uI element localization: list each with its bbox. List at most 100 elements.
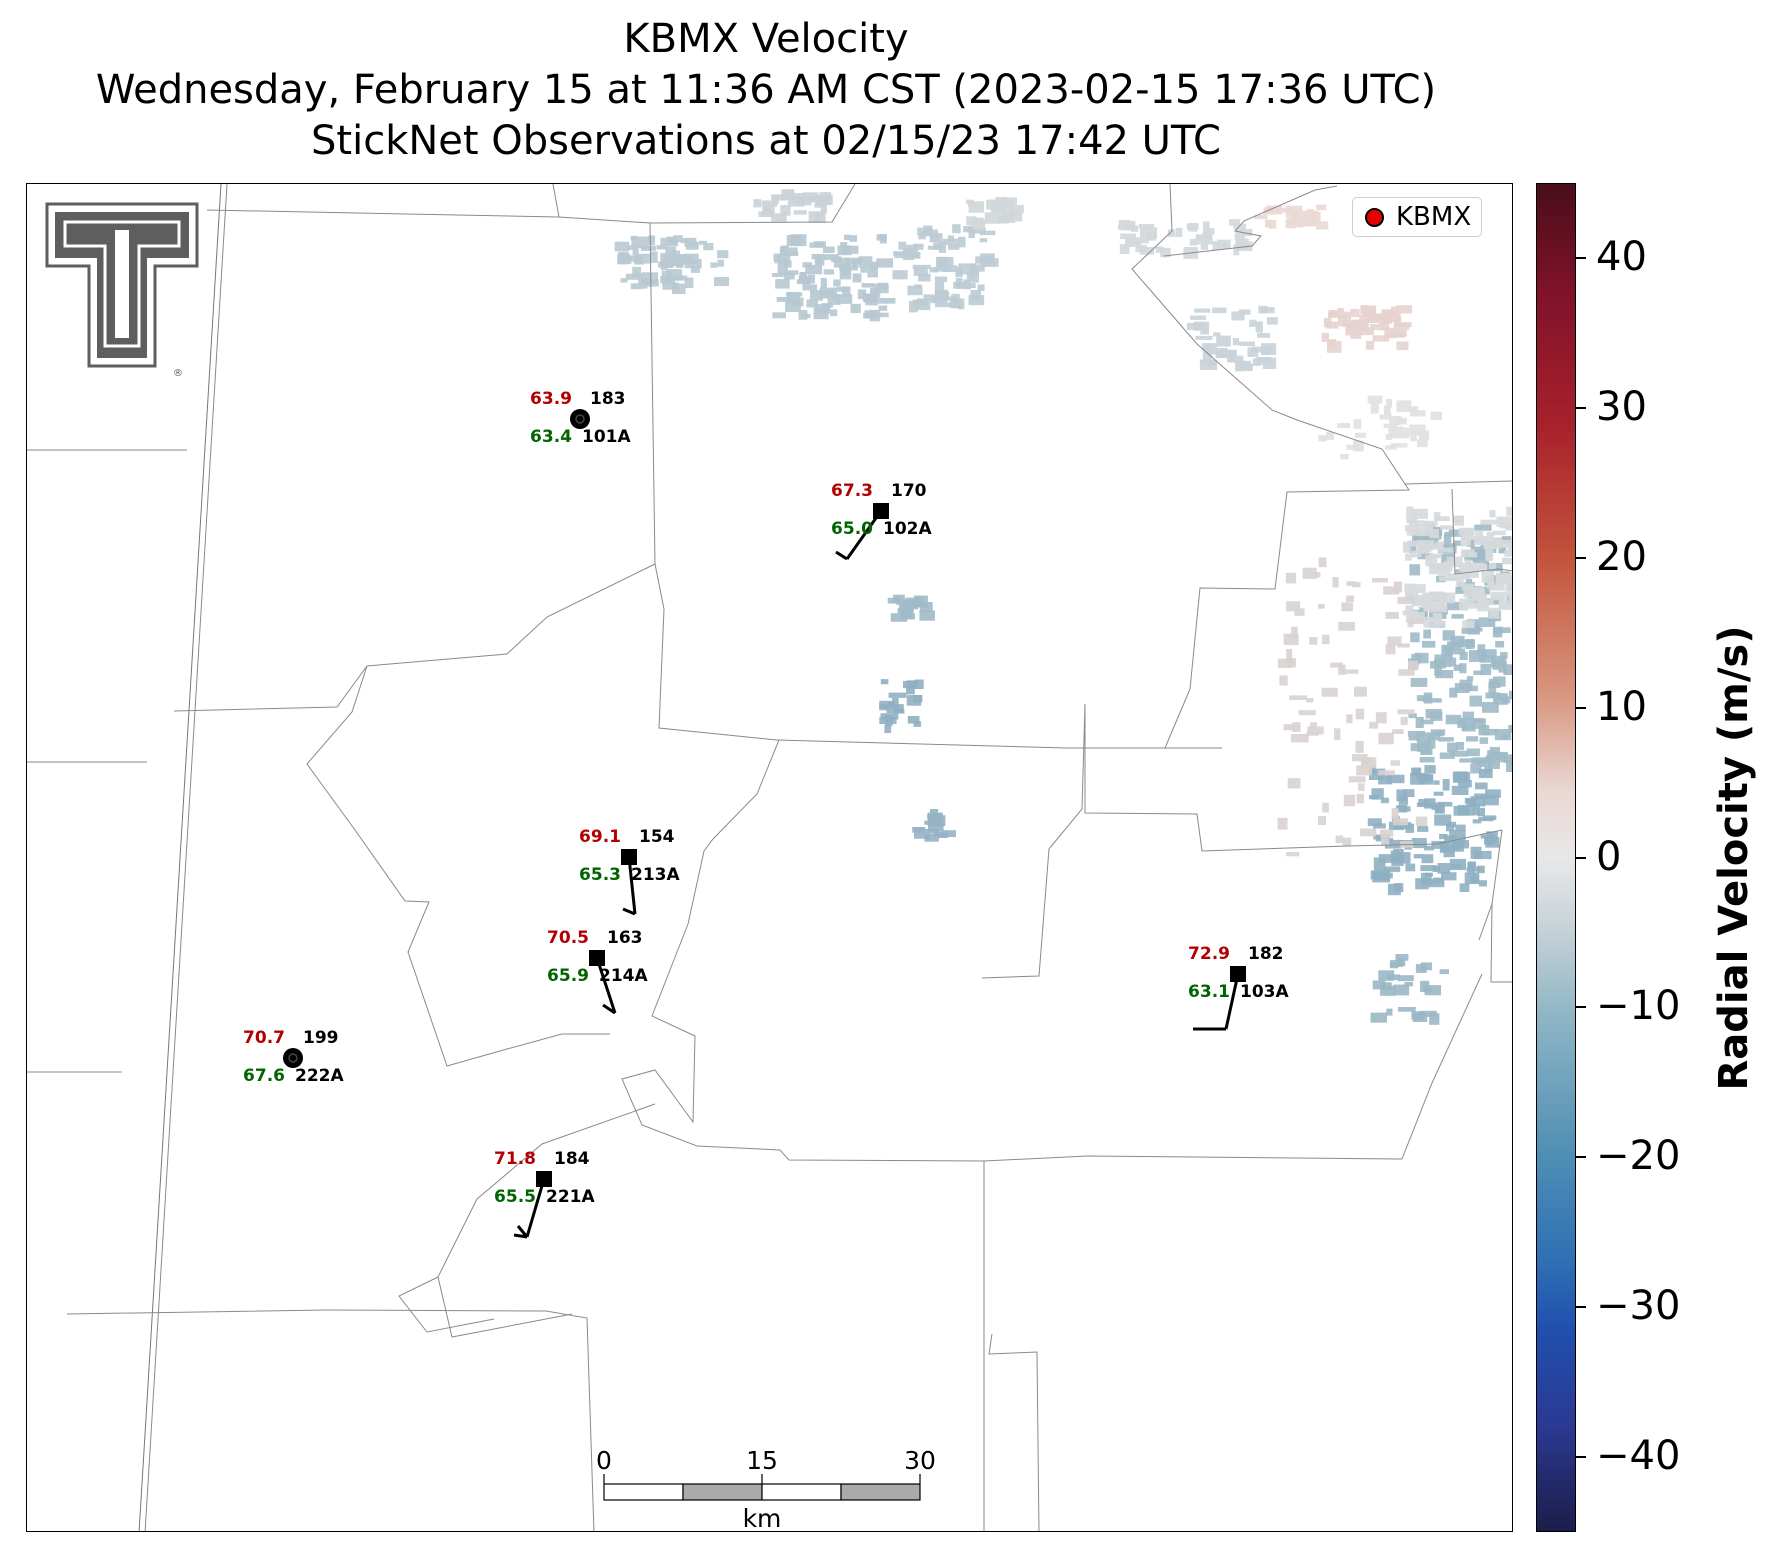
radar-echo <box>1396 305 1413 314</box>
radar-echo <box>814 254 825 266</box>
radar-echo <box>1403 789 1415 798</box>
radar-echo <box>614 241 630 252</box>
radar-echo <box>820 278 827 289</box>
radar-echo <box>1480 834 1491 839</box>
radar-echo <box>1405 863 1416 872</box>
radar-echo <box>1499 627 1511 633</box>
station-dewpoint: 67.6 <box>243 1066 285 1086</box>
radar-echo <box>1439 833 1448 840</box>
radar-echo <box>660 252 673 265</box>
radar-echo <box>1508 690 1512 700</box>
radar-echo <box>1294 608 1305 616</box>
radar-echo <box>1369 721 1379 729</box>
radar-echo <box>904 244 919 250</box>
radar-echo <box>1474 524 1492 531</box>
radar-echo <box>1454 840 1470 849</box>
radar-echo <box>933 242 942 250</box>
radar-echo <box>1459 883 1470 892</box>
radar-echo <box>1279 207 1291 213</box>
radar-echo <box>1425 709 1442 719</box>
radar-echo <box>1461 583 1474 591</box>
radar-echo <box>1289 219 1304 228</box>
radar-echo <box>1411 597 1430 607</box>
radar-echo <box>1393 852 1411 864</box>
radar-echo <box>1386 399 1392 408</box>
radar-echo <box>1124 220 1136 229</box>
radar-echo <box>953 281 971 289</box>
radar-echo <box>1414 652 1429 664</box>
radar-echo <box>1186 223 1199 230</box>
radar-echo <box>879 234 887 244</box>
radar-echo <box>1476 865 1485 874</box>
radar-echo <box>645 279 659 287</box>
radar-echo <box>1400 716 1408 725</box>
radar-echo <box>1465 639 1475 649</box>
radar-echo <box>1435 621 1446 627</box>
radar-echo <box>803 192 819 203</box>
radar-echo <box>827 294 841 305</box>
radar-echo <box>1461 572 1471 580</box>
radar-echo <box>1481 728 1498 736</box>
radar-echo <box>1397 958 1406 967</box>
radar-echo <box>1498 661 1507 673</box>
radar-echo <box>1337 314 1347 327</box>
radar-echo <box>811 254 821 260</box>
radar-echo <box>805 264 823 275</box>
radar-echo <box>1408 660 1419 671</box>
radar-echo <box>1356 319 1367 329</box>
radar-echo <box>1354 686 1367 697</box>
radar-echo <box>1408 713 1417 719</box>
radar-echo <box>1409 564 1421 576</box>
station-id: 102A <box>883 519 932 539</box>
radar-echo <box>952 224 961 234</box>
radar-echo <box>1010 211 1023 222</box>
radar-echo <box>1425 554 1438 567</box>
station-221a: 71.8 184 65.5 221A <box>494 1149 595 1239</box>
radar-echo <box>810 290 823 301</box>
radar-echo <box>1314 572 1321 578</box>
radar-echo <box>1457 780 1472 788</box>
radar-echo <box>1454 683 1470 693</box>
radar-echo <box>914 679 924 690</box>
radar-echo <box>1498 600 1512 610</box>
radar-echo <box>1379 829 1394 837</box>
radar-echo <box>1353 419 1362 429</box>
radar-echo <box>684 241 699 247</box>
radar-map[interactable]: 0 15 30 km ® 63.9 183 63.4 101A 67.3 170 65.0 1… <box>26 183 1513 1532</box>
radar-echo <box>1348 776 1366 783</box>
radar-echo <box>1120 233 1136 240</box>
radar-echo <box>1356 765 1372 776</box>
radar-echo <box>860 267 868 273</box>
station-222a: 70.7 199 67.6 222A <box>243 1028 344 1086</box>
radar-echo <box>1309 637 1318 645</box>
wind-barb-icon <box>845 510 883 560</box>
colorbar-tick-label: −30 <box>1596 1283 1681 1330</box>
radar-echo <box>958 236 966 248</box>
radar-echo <box>815 211 824 218</box>
map-canvas: 0 15 30 km ® 63.9 183 63.4 101A 67.3 170 65.0 1… <box>27 184 1512 1531</box>
radar-echo <box>1479 737 1489 744</box>
radar-echo <box>1434 802 1445 814</box>
radar-echo <box>1501 536 1512 542</box>
radar-echo <box>892 270 908 280</box>
radar-echo <box>884 725 892 733</box>
radar-echo <box>1352 754 1368 762</box>
colorbar: 40 30 20 10 0 −10 −20 −30 −40 Radial Velocity (m… <box>1536 183 1780 1532</box>
radar-echo <box>1232 338 1239 346</box>
radar-echo <box>1285 205 1303 218</box>
radar-echo <box>1406 529 1421 536</box>
radar-echo <box>1381 318 1390 331</box>
figure-title: KBMX Velocity Wednesday, February 15 at … <box>0 14 1532 167</box>
radar-echo <box>1395 329 1407 337</box>
radar-echo <box>830 309 838 317</box>
radar-echo <box>1318 557 1327 568</box>
radar-echo <box>1449 657 1457 667</box>
radar-echo <box>641 281 648 289</box>
radar-echo <box>1448 529 1467 537</box>
radar-echo <box>1418 799 1431 806</box>
radar-echo <box>913 267 928 276</box>
radar-echo <box>903 680 918 689</box>
radar-echo <box>1492 659 1500 670</box>
radar-echo <box>762 206 771 212</box>
radar-echo <box>986 199 998 210</box>
